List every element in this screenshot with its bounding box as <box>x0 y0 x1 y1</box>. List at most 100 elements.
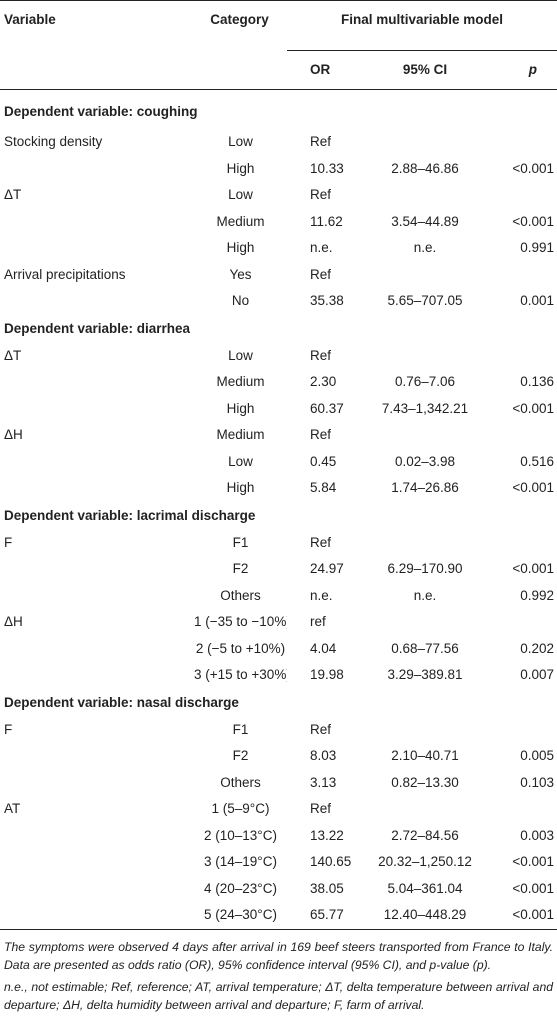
cell-category: 2 (10–13°C) <box>204 827 277 843</box>
cell-variable <box>0 235 162 262</box>
table-row: Stocking density Low Ref <box>0 129 557 156</box>
cell-category: No <box>231 293 250 309</box>
table-row: 3 (+15 to +30%) 19.98 3.29–389.81 0.007 <box>0 662 557 689</box>
cell-odds-ratio: 60.37 <box>310 400 344 416</box>
cell-odds-ratio: Ref <box>310 187 332 203</box>
table-row: F F1 Ref <box>0 717 557 744</box>
cell-confidence-interval <box>365 796 485 823</box>
table-row: 2 (−5 to +10%) 4.04 0.68–77.56 0.202 <box>0 636 557 663</box>
cell-confidence-interval <box>365 530 485 557</box>
cell-variable: F <box>4 534 13 550</box>
cell-confidence-interval: 7.43–1,342.21 <box>381 400 469 416</box>
cell-category: 3 (14–19°C) <box>204 854 277 870</box>
cell-odds-ratio: 65.77 <box>287 902 365 930</box>
cell-variable <box>0 369 162 396</box>
cell-p-value <box>485 343 557 370</box>
cell-category: High <box>226 160 255 176</box>
cell-confidence-interval: 12.40–448.29 <box>365 902 485 930</box>
section-title: Dependent variable: nasal discharge <box>4 694 239 710</box>
cell-category: F1 <box>232 534 249 550</box>
cell-confidence-interval: 5.04–361.04 <box>387 880 463 896</box>
cell-odds-ratio: 24.97 <box>310 561 344 577</box>
cell-odds-ratio: 35.38 <box>310 293 344 309</box>
cell-p-value: 0.003 <box>520 827 554 843</box>
section-header-row: Dependent variable: nasal discharge <box>0 689 557 717</box>
cell-p-value: 0.992 <box>520 587 554 603</box>
cell-confidence-interval <box>365 422 485 449</box>
cell-p-value: <0.001 <box>512 213 554 229</box>
table-body: Dependent variable: coughing Stocking den… <box>0 90 557 930</box>
cell-p-value <box>485 609 557 636</box>
table-row: High 10.33 2.88–46.86 <0.001 <box>0 156 557 183</box>
cell-p-value <box>485 796 557 823</box>
header-p: p <box>528 62 537 77</box>
footnote-description: The symptoms were observed 4 days after … <box>4 939 553 973</box>
cell-confidence-interval: 6.29–170.90 <box>387 561 463 577</box>
cell-odds-ratio: Ref <box>310 534 332 550</box>
cell-variable <box>0 823 162 850</box>
cell-odds-ratio: 19.98 <box>310 667 344 683</box>
cell-variable <box>0 849 162 876</box>
header-final-model: Final multivariable model <box>287 0 557 51</box>
cell-odds-ratio: 10.33 <box>310 160 344 176</box>
cell-variable <box>0 902 162 930</box>
cell-odds-ratio: Ref <box>310 801 332 817</box>
cell-confidence-interval: 1.74–26.86 <box>391 480 459 496</box>
cell-category: Low <box>228 134 253 150</box>
header-row-top: Variable Category Final multivariable mo… <box>0 0 557 51</box>
cell-category: High <box>226 400 255 416</box>
table-row: Others 3.13 0.82–13.30 0.103 <box>0 770 557 797</box>
table-header: Variable Category Final multivariable mo… <box>0 0 557 90</box>
cell-category: Yes <box>229 266 252 282</box>
table-row: ΔT Low Ref <box>0 343 557 370</box>
cell-p-value: 0.991 <box>520 240 554 256</box>
cell-variable: ΔH <box>4 614 23 630</box>
cell-variable <box>0 636 162 663</box>
cell-variable <box>0 156 162 183</box>
cell-category: F1 <box>232 721 249 737</box>
cell-p-value: 0.202 <box>520 640 554 656</box>
cell-variable: F <box>4 721 13 737</box>
cell-variable: ΔH <box>4 427 23 443</box>
cell-confidence-interval <box>365 343 485 370</box>
cell-variable: ΔT <box>4 187 22 203</box>
cell-confidence-interval <box>365 717 485 744</box>
cell-confidence-interval: n.e. <box>413 240 437 256</box>
cell-category: 5 (24–30°C) <box>162 902 287 930</box>
cell-variable <box>0 876 162 903</box>
cell-confidence-interval: 3.29–389.81 <box>387 667 463 683</box>
cell-odds-ratio: Ref <box>310 266 332 282</box>
table-row: F2 8.03 2.10–40.71 0.005 <box>0 743 557 770</box>
table-row: 3 (14–19°C) 140.65 20.32–1,250.12 <0.001 <box>0 849 557 876</box>
cell-category: 2 (−5 to +10%) <box>195 640 286 656</box>
table-row: High 60.37 7.43–1,342.21 <0.001 <box>0 396 557 423</box>
cell-odds-ratio: 13.22 <box>310 827 344 843</box>
cell-confidence-interval: 0.68–77.56 <box>391 640 459 656</box>
table-row: AT 1 (5–9°C) Ref <box>0 796 557 823</box>
cell-variable <box>0 583 162 610</box>
cell-odds-ratio: Ref <box>310 427 332 443</box>
header-ci: 95% CI <box>402 62 448 77</box>
section-title: Dependent variable: coughing <box>4 103 198 119</box>
cell-p-value: 0.007 <box>520 667 554 683</box>
cell-odds-ratio: 11.62 <box>310 213 343 229</box>
cell-category: High <box>226 480 255 496</box>
table-row: High 5.84 1.74–26.86 <0.001 <box>0 475 557 502</box>
cell-odds-ratio: 2.30 <box>310 374 337 390</box>
cell-category: Medium <box>216 213 265 229</box>
cell-p-value: <0.001 <box>512 160 554 176</box>
cell-confidence-interval: 0.76–7.06 <box>394 374 456 390</box>
cell-p-value: <0.001 <box>512 400 554 416</box>
cell-p-value <box>485 182 557 209</box>
cell-confidence-interval: 3.54–44.89 <box>391 213 459 229</box>
cell-p-value: 0.136 <box>520 374 554 390</box>
cell-p-value: 0.001 <box>520 293 554 309</box>
cell-variable: Arrival precipitations <box>4 266 126 282</box>
table-row: Medium 2.30 0.76–7.06 0.136 <box>0 369 557 396</box>
section-title: Dependent variable: lacrimal discharge <box>4 507 256 523</box>
cell-odds-ratio: 140.65 <box>310 854 352 870</box>
header-or: OR <box>310 62 331 77</box>
table-row: High n.e. n.e. 0.991 <box>0 235 557 262</box>
cell-variable <box>0 556 162 583</box>
cell-p-value <box>485 717 557 744</box>
